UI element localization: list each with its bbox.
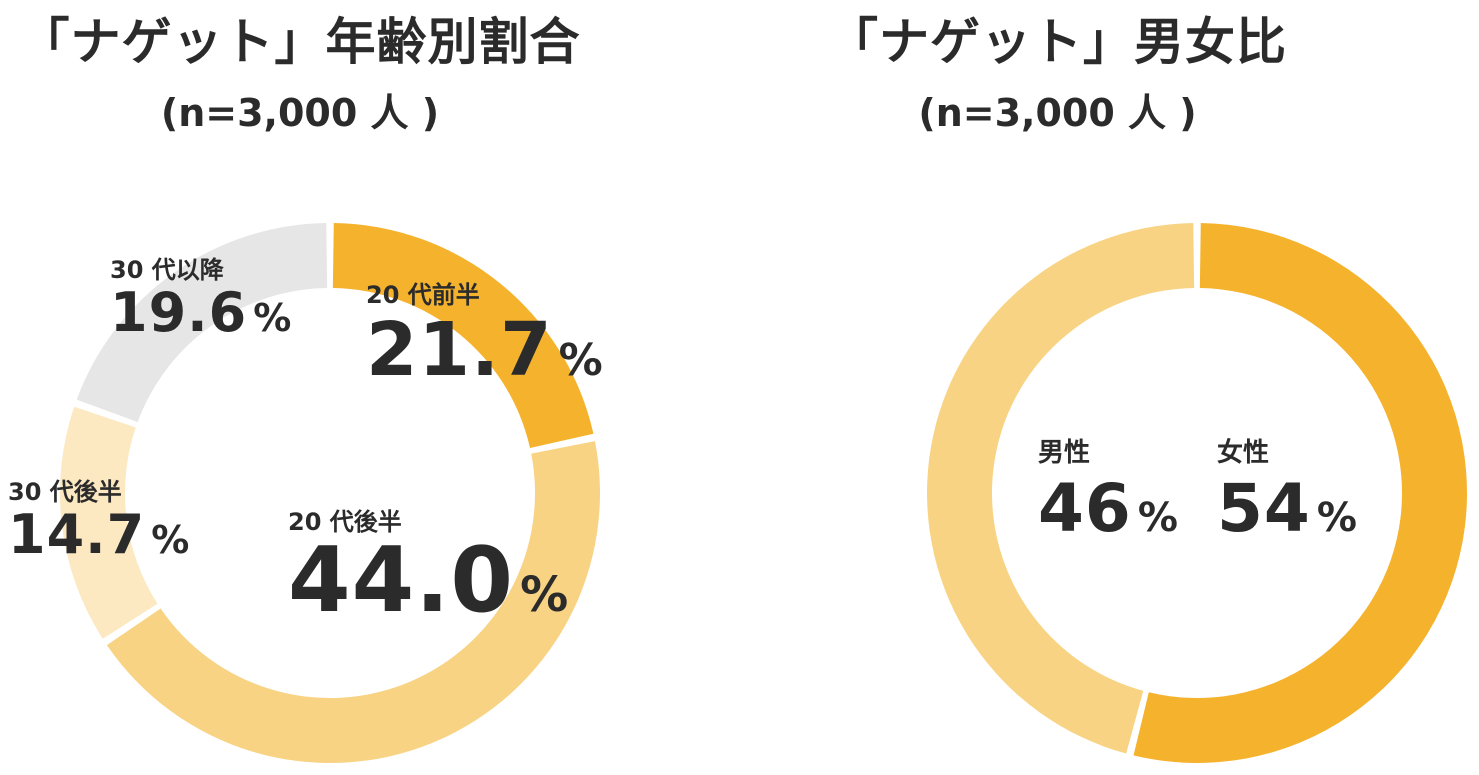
age-label-30-plus: 30 代以降 19.6% (110, 258, 291, 340)
gender-label-female-percent: % (1316, 495, 1357, 541)
gender-label-male: 男性 46% (1038, 440, 1178, 542)
age-chart-panel: 「ナゲット」年齢別割合 (n=3,000 人 ) 20 代前半 21.7% 20… (8, 13, 603, 764)
gender-label-male-category: 男性 (1038, 438, 1091, 468)
gender-label-male-value: 46 (1038, 470, 1132, 547)
age-label-20-late: 20 代後半 44.0% (288, 510, 568, 626)
age-label-20-early-value: 21.7 (366, 307, 553, 393)
age-label-30-plus-percent: % (253, 296, 292, 340)
gender-label-female: 女性 54% (1217, 440, 1357, 542)
age-label-30-plus-category: 30 代以降 (110, 256, 224, 284)
gender-donut-chart (926, 223, 1467, 763)
gender-label-female-category: 女性 (1217, 438, 1270, 468)
age-label-20-late-value: 44.0 (288, 528, 515, 633)
gender-chart-subtitle: (n=3,000 人 ) (918, 91, 1197, 135)
age-chart-subtitle: (n=3,000 人 ) (160, 91, 440, 135)
age-label-30-plus-value: 19.6 (110, 281, 248, 344)
gender-label-female-value: 54 (1217, 470, 1311, 547)
age-label-20-early: 20 代前半 21.7% (366, 283, 603, 387)
age-slice-1 (332, 223, 594, 449)
age-label-30-late-percent: % (151, 518, 190, 562)
age-label-20-early-percent: % (558, 335, 603, 386)
age-label-30-late-category: 30 代後半 (8, 478, 122, 506)
gender-label-male-percent: % (1137, 495, 1178, 541)
age-label-20-late-category: 20 代後半 (288, 508, 402, 536)
age-label-20-late-percent: % (520, 567, 569, 623)
age-label-20-early-category: 20 代前半 (366, 281, 480, 309)
gender-chart-panel: 「ナゲット」男女比 (n=3,000 人 ) 男性 46% 女性 54% (740, 0, 1479, 775)
age-label-30-late-value: 14.7 (8, 503, 146, 566)
age-chart-title: 「ナゲット」年齢別割合 (19, 13, 581, 71)
age-slice-2 (106, 441, 600, 764)
gender-slice-1 (1133, 223, 1467, 763)
age-slice-4 (76, 223, 328, 423)
age-label-30-late: 30 代後半 14.7% (8, 480, 189, 562)
age-slice-3 (60, 406, 158, 639)
gender-chart-title: 「ナゲット」男女比 (828, 13, 1287, 71)
gender-slice-2 (926, 223, 1195, 754)
age-donut-chart (60, 223, 600, 764)
